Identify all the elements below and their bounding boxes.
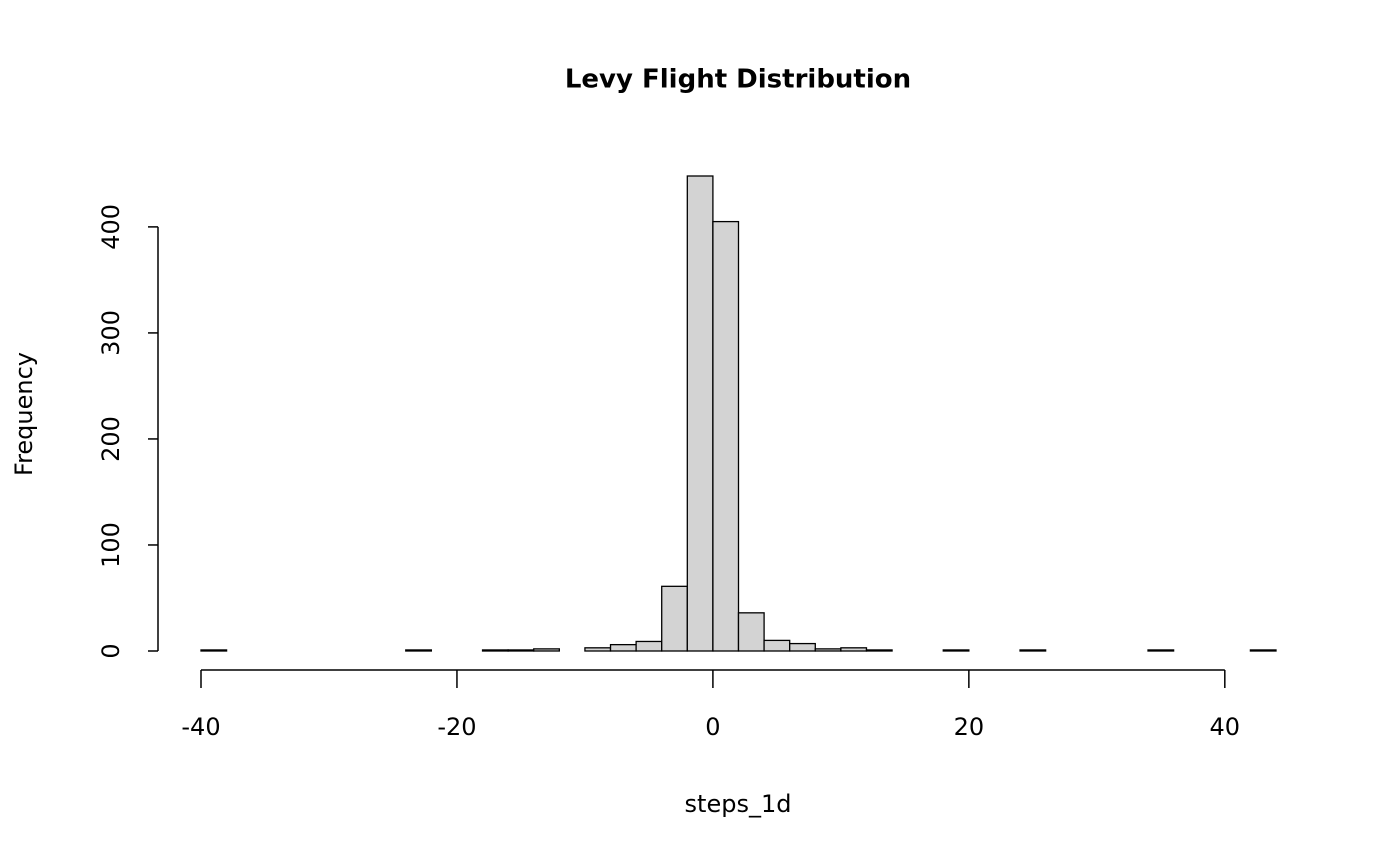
y-tick-label: 400 <box>97 204 125 250</box>
chart-title: Levy Flight Distribution <box>565 65 911 95</box>
x-tick-label: 40 <box>1210 713 1241 741</box>
bar <box>737 612 765 652</box>
y-tick-label: 100 <box>97 522 125 568</box>
x-tick-label: -40 <box>181 713 220 741</box>
bar <box>1019 649 1047 652</box>
bar <box>200 649 228 652</box>
bar <box>789 642 816 652</box>
bar <box>686 175 714 652</box>
bar <box>1249 649 1277 652</box>
bar <box>405 649 433 652</box>
bar <box>814 648 842 652</box>
x-axis-label: steps_1d <box>685 790 792 818</box>
bar <box>533 648 560 652</box>
y-tick-label: 200 <box>97 416 125 462</box>
bar <box>609 643 637 652</box>
x-tick-label: 20 <box>954 713 985 741</box>
x-tick-label: 0 <box>705 713 720 741</box>
y-tick-label: 300 <box>97 310 125 356</box>
bar <box>507 649 535 652</box>
bar <box>584 647 612 652</box>
bar <box>635 640 663 652</box>
bar <box>840 647 868 652</box>
y-tick-label: 0 <box>97 643 125 658</box>
bar <box>763 639 791 652</box>
y-axis-label: Frequency <box>10 352 38 476</box>
bar <box>942 649 970 652</box>
bar <box>1147 649 1175 652</box>
bar <box>712 220 740 652</box>
bar <box>481 649 509 652</box>
x-tick-label: -20 <box>437 713 476 741</box>
bar <box>865 649 893 652</box>
bar <box>661 585 688 652</box>
